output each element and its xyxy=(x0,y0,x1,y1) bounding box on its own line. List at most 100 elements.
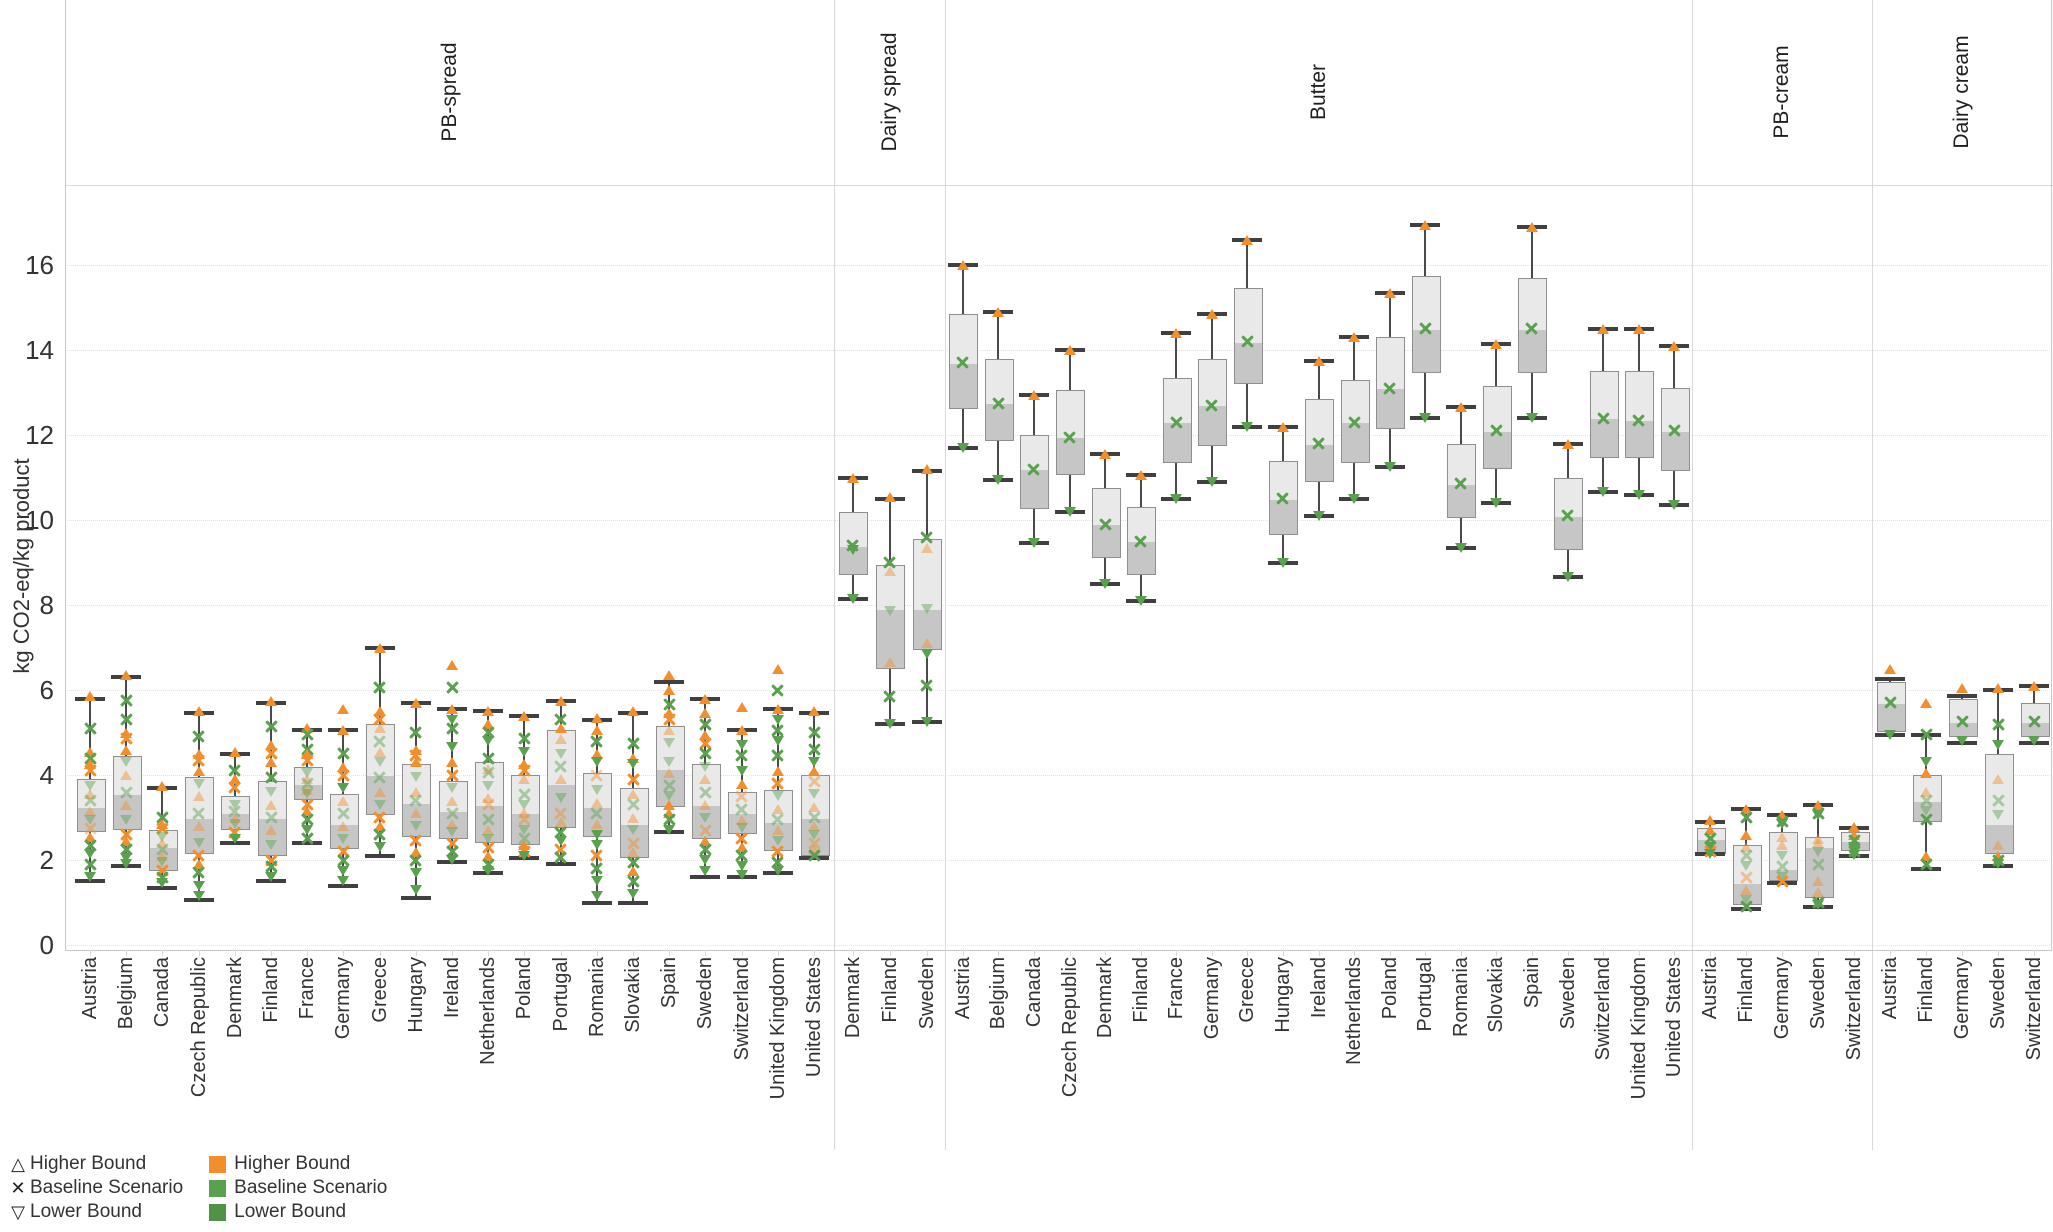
lower-bound-marker xyxy=(2028,736,2040,746)
lower-bound-marker xyxy=(482,833,495,844)
higher-bound-marker xyxy=(1920,697,1932,708)
baseline-marker xyxy=(554,760,567,773)
baseline-marker xyxy=(771,684,784,697)
panel-header: PB-cream xyxy=(1770,45,1793,139)
baseline-marker xyxy=(771,749,784,762)
higher-bound-marker xyxy=(1704,814,1716,825)
higher-bound-marker xyxy=(554,816,567,827)
lower-bound-marker xyxy=(120,814,133,825)
lower-bound-marker xyxy=(228,818,241,829)
box-lower-section xyxy=(1306,444,1333,481)
axis-tick xyxy=(814,950,815,956)
baseline-marker xyxy=(373,735,386,748)
axis-tick xyxy=(1105,950,1107,956)
higher-bound-marker xyxy=(699,693,712,704)
lower-bound-marker xyxy=(1884,729,1896,740)
lower-bound-marker xyxy=(409,884,422,895)
baseline-marker xyxy=(1276,492,1289,505)
lower-bound-marker xyxy=(446,782,458,793)
baseline-marker xyxy=(518,788,531,801)
higher-bound-marker xyxy=(156,780,169,791)
baseline-marker xyxy=(808,775,821,788)
baseline-marker xyxy=(1884,696,1897,709)
baseline-marker xyxy=(1812,858,1825,871)
box xyxy=(1876,681,1906,733)
triangle-down-icon: ▽ xyxy=(11,1201,25,1222)
axis-tick xyxy=(452,950,453,956)
lower-bound-marker xyxy=(1776,818,1788,829)
higher-bound-marker xyxy=(1812,886,1824,897)
box-lower-section xyxy=(1733,884,1761,904)
baseline-marker xyxy=(265,860,278,873)
baseline-marker xyxy=(337,747,350,760)
baseline-marker xyxy=(920,531,933,544)
baseline-marker xyxy=(1776,860,1789,873)
box xyxy=(839,511,868,576)
country-label: Hungary xyxy=(404,957,427,1033)
lower-bound-marker xyxy=(808,757,820,768)
country-label: Canada xyxy=(151,957,174,1028)
lower-bound-marker xyxy=(920,604,933,615)
axis-tick xyxy=(1033,950,1035,956)
lower-bound-marker xyxy=(1348,493,1361,504)
baseline-marker xyxy=(663,813,676,826)
higher-bound-marker xyxy=(590,748,603,759)
baseline-marker xyxy=(2028,715,2041,728)
higher-bound-marker xyxy=(482,825,495,836)
lower-bound-marker xyxy=(518,746,531,757)
baseline-marker xyxy=(771,813,784,826)
lower-bound-marker xyxy=(1597,487,1610,498)
lower-bound-marker xyxy=(1561,572,1574,583)
higher-bound-marker xyxy=(735,702,748,712)
lower-bound-marker xyxy=(1490,498,1503,508)
lower-bound-marker xyxy=(1383,461,1396,472)
lower-bound-marker xyxy=(699,812,712,823)
baseline-marker xyxy=(337,854,350,867)
baseline-marker xyxy=(735,749,748,762)
legend-item: ✕ Baseline Scenario xyxy=(6,1176,183,1200)
legend-label: Baseline Scenario xyxy=(234,1177,388,1198)
lower-bound-marker xyxy=(337,833,350,844)
axis-tick xyxy=(1211,950,1213,956)
lower-bound-marker xyxy=(84,814,96,825)
baseline-marker xyxy=(84,722,97,735)
panel-header: Butter xyxy=(1306,63,1330,121)
lower-bound-marker xyxy=(627,825,639,836)
higher-bound-marker xyxy=(1099,449,1112,460)
country-label: Finland xyxy=(878,957,901,1023)
country-label: Belgium xyxy=(115,957,138,1030)
legend-item: Lower Bound xyxy=(209,1200,387,1224)
higher-bound-marker xyxy=(1490,338,1503,349)
legend-item: ▽ Lower Bound xyxy=(6,1200,183,1224)
lower-bound-marker xyxy=(518,799,531,810)
box xyxy=(1804,836,1834,899)
panel-divider xyxy=(1872,0,1873,1150)
box-lower-section xyxy=(1199,406,1227,445)
higher-bound-marker xyxy=(373,723,386,734)
lower-bound-marker xyxy=(265,787,277,797)
lower-bound-marker xyxy=(409,821,422,831)
axis-tick xyxy=(126,950,128,956)
legend-label: Lower Bound xyxy=(234,1201,347,1222)
higher-bound-marker xyxy=(265,740,277,751)
country-label: Sweden xyxy=(1556,957,1579,1030)
lower-bound-marker xyxy=(846,544,859,555)
country-label: Germany xyxy=(1200,957,1223,1040)
baseline-marker xyxy=(1632,414,1645,427)
baseline-marker xyxy=(228,781,241,794)
box xyxy=(438,781,468,839)
gridline xyxy=(65,944,2052,946)
axis-tick xyxy=(1962,950,1963,956)
lower-bound-marker xyxy=(663,791,676,802)
whisker-cap-bottom xyxy=(364,853,395,858)
axis-tick xyxy=(1354,950,1356,956)
higher-bound-marker xyxy=(1276,421,1289,432)
country-label: Greece xyxy=(1236,957,1259,1023)
axis-tick xyxy=(1069,950,1071,956)
higher-bound-marker xyxy=(1740,884,1752,895)
axis-tick xyxy=(1389,950,1391,956)
baseline-marker xyxy=(409,854,422,867)
axis-tick xyxy=(596,950,598,956)
lower-bound-marker xyxy=(337,876,350,887)
box xyxy=(949,313,979,410)
